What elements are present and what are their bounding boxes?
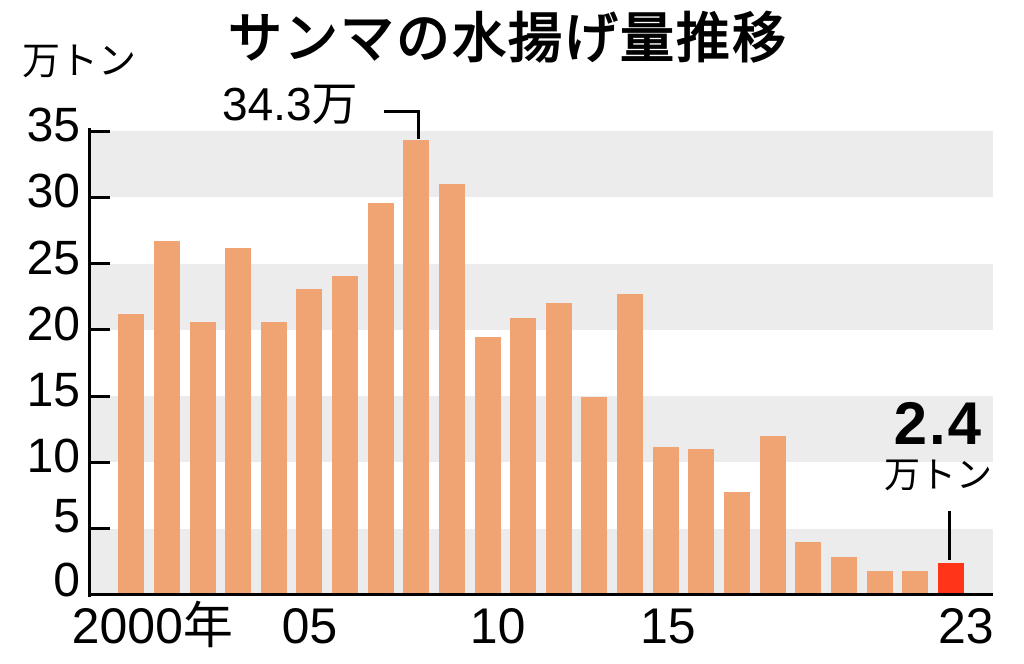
- y-axis-label-0: 0: [53, 554, 80, 607]
- y-axis-tick: [91, 195, 110, 199]
- y-axis-tick: [91, 328, 110, 332]
- y-axis-label-20: 20: [26, 297, 80, 351]
- x-axis-label-2010: 10: [469, 598, 526, 654]
- y-axis-label-35: 35: [26, 99, 80, 152]
- y-axis-tick: [91, 394, 110, 398]
- bar-2007: [367, 202, 394, 595]
- bar-2000: [118, 313, 145, 595]
- x-axis-label-2023: 23: [937, 598, 994, 654]
- y-axis-tick: [91, 129, 110, 133]
- y-axis-label-10: 10: [26, 430, 80, 484]
- bar-2008: [403, 140, 430, 595]
- bar-2009: [438, 184, 465, 595]
- y-axis-tick: [91, 262, 110, 266]
- bar-2021: [866, 571, 893, 595]
- latest-annotation-leader-line: [948, 511, 951, 560]
- bar-2013: [581, 397, 608, 595]
- y-axis-label-5: 5: [53, 489, 80, 543]
- bar-2015: [652, 446, 679, 595]
- y-axis-tick: [91, 460, 110, 464]
- bar-2016: [688, 449, 715, 595]
- bar-2010: [474, 336, 501, 595]
- bar-2003: [225, 247, 252, 595]
- x-axis-label-2000: 2000年: [71, 598, 233, 654]
- x-axis-label-2005: 05: [281, 598, 338, 654]
- bar-2012: [545, 303, 572, 595]
- bar-2018: [759, 435, 786, 595]
- y-axis-line: [88, 128, 91, 597]
- peak-annotation-connector: [384, 110, 420, 139]
- latest-annotation-value: 2.4: [893, 390, 983, 457]
- bar-2019: [795, 541, 822, 595]
- y-axis-label-30: 30: [26, 165, 80, 219]
- bar-2004: [260, 321, 287, 595]
- bar-2006: [332, 275, 359, 595]
- y-axis-tick: [91, 527, 110, 531]
- y-axis-unit-label: 万トン: [22, 41, 137, 83]
- bar-2017: [724, 491, 750, 595]
- y-axis-label-25: 25: [26, 231, 80, 285]
- bar-2005: [296, 288, 323, 595]
- bar-2011: [510, 317, 537, 595]
- bar-2014: [617, 294, 644, 595]
- bar-2022: [902, 571, 929, 595]
- plot-area: [90, 131, 993, 596]
- latest-annotation-unit: 万トン: [884, 454, 993, 495]
- bar-2023: [937, 563, 964, 595]
- peak-annotation-label: 34.3万: [222, 78, 358, 130]
- y-axis-label-15: 15: [26, 364, 80, 418]
- bar-2020: [830, 556, 857, 595]
- grid-band: [90, 131, 993, 198]
- chart-title: サンマの水揚げ量推移: [228, 9, 788, 69]
- bar-2001: [153, 241, 180, 595]
- bar-2002: [189, 321, 216, 595]
- x-axis-label-2015: 15: [639, 598, 696, 654]
- x-axis-line: [88, 593, 993, 596]
